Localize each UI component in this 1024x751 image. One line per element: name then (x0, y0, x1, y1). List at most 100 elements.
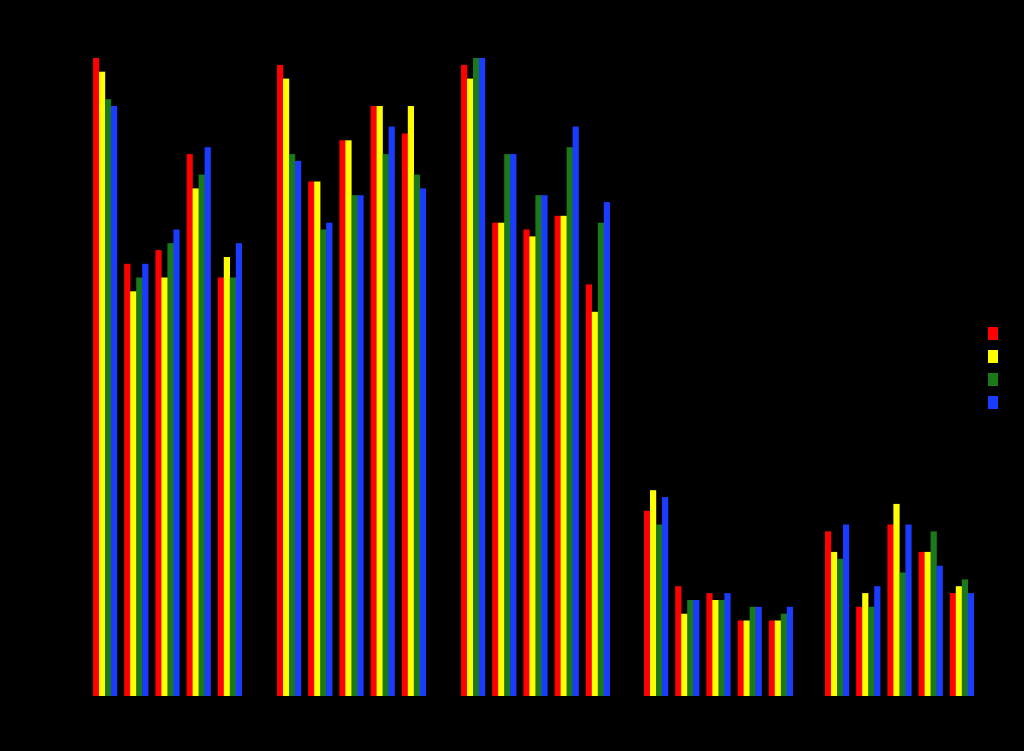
bar-streptococci-lactococci-0-t-f (461, 64, 468, 696)
y-axis-title: log cfu g-1 of cheese (4, 252, 23, 420)
bar-yeasts-moulds-1-t-f (856, 606, 863, 696)
x-tick-label: 90 (223, 709, 238, 723)
bar-yeasts-moulds-30-m-s (936, 565, 943, 696)
bar-enterococci-90-m-s (786, 606, 793, 696)
bar-mesophilic-aerobic-flora-1-m-s (142, 263, 149, 696)
bar-enterococci-90-m-f (780, 613, 787, 696)
x-tick-label: 90 (774, 709, 789, 723)
bar-streptococci-lactococci-90-m-f (597, 222, 604, 696)
bar-enterococci-15-m-s (724, 593, 731, 696)
y-tick-label: 9 (36, 72, 44, 86)
bar-mesophilic-aerobic-flora-90-t-s (223, 257, 230, 696)
bar-lactobacilli-30-t-f (370, 106, 377, 696)
legend-label: T/F (999, 328, 1020, 343)
legend-label: M/S (1000, 397, 1024, 412)
group-label: Mesophilic aerobic flora (144, 32, 232, 68)
bar-streptococci-lactococci-1-m-s (510, 154, 517, 697)
x-axis-title: Ripening time (d) (470, 729, 609, 748)
legend-label: T/S (999, 351, 1021, 366)
x-tick-label: 90 (407, 709, 422, 723)
bar-mesophilic-aerobic-flora-90-t-f (217, 277, 224, 696)
bar-mesophilic-aerobic-flora-15-t-s (161, 277, 168, 696)
bar-enterococci-90-t-f (768, 620, 775, 696)
bar-mesophilic-aerobic-flora-1-t-s (130, 291, 137, 696)
bar-lactobacilli-0-m-f (289, 154, 296, 697)
bar-yeasts-moulds-90-m-s (967, 593, 974, 696)
bar-streptococci-lactococci-30-t-f (554, 215, 561, 697)
bar-streptococci-lactococci-1-t-s (498, 222, 505, 696)
group-label: Enterococci (694, 32, 775, 48)
x-tick-label: 1 (317, 709, 325, 723)
bar-yeasts-moulds-90-t-f (949, 593, 956, 696)
bar-lactobacilli-0-m-s (295, 160, 302, 696)
bar-lactobacilli-0-t-s (283, 78, 290, 697)
x-tick-label: 30 (192, 709, 207, 723)
bar-lactobacilli-1-m-f (320, 229, 327, 696)
bar-enterococci-0-t-f (644, 510, 651, 696)
bar-mesophilic-aerobic-flora-90-m-f (229, 277, 236, 696)
bar-mesophilic-aerobic-flora-0-t-f (93, 58, 100, 696)
legend-swatch (988, 396, 998, 409)
bar-lactobacilli-1-t-f (308, 181, 315, 696)
x-tick-label: 1 (501, 709, 509, 723)
bar-streptococci-lactococci-30-m-f (566, 147, 573, 696)
bar-yeasts-moulds-1-t-s (862, 593, 869, 696)
x-tick-label: 1 (684, 709, 692, 723)
group-label: Streptococci-Lactococci (521, 32, 613, 68)
bar-yeasts-moulds-0-m-s (843, 524, 850, 696)
y-tick-label: 7 (36, 209, 44, 223)
bar-lactobacilli-90-t-s (407, 106, 414, 696)
bar-lactobacilli-30-t-s (376, 106, 383, 696)
bar-streptococci-lactococci-30-m-s (572, 126, 579, 697)
x-tick-label: 30 (560, 709, 575, 723)
bar-streptococci-lactococci-1-t-f (492, 222, 499, 696)
x-tick-label: 15 (712, 709, 727, 723)
bar-streptococci-lactococci-15-m-f (535, 195, 542, 696)
bar-yeasts-moulds-30-t-s (924, 551, 931, 696)
bar-yeasts-moulds-1-m-f (868, 606, 875, 696)
bar-enterococci-1-t-f (675, 586, 682, 696)
bar-streptococci-lactococci-1-m-f (504, 154, 511, 697)
bar-yeasts-moulds-0-t-s (831, 551, 838, 696)
y-tick-label: 8 (36, 140, 44, 154)
bar-mesophilic-aerobic-flora-15-t-f (155, 250, 162, 696)
bar-yeasts-moulds-15-m-f (899, 572, 906, 696)
bar-yeasts-moulds-30-m-f (930, 531, 937, 696)
bar-streptococci-lactococci-0-t-s (467, 78, 474, 697)
bar-enterococci-30-m-f (749, 606, 756, 696)
bar-enterococci-1-t-s (681, 613, 688, 696)
bar-yeasts-moulds-15-m-s (905, 524, 912, 696)
bar-streptococci-lactococci-0-m-s (479, 58, 486, 696)
legend-label: M/F (1000, 374, 1023, 389)
bar-enterococci-0-m-f (656, 524, 663, 696)
x-tick-label: 90 (955, 709, 970, 723)
bars (93, 58, 974, 697)
bar-mesophilic-aerobic-flora-1-t-f (124, 263, 131, 696)
bar-mesophilic-aerobic-flora-90-m-s (235, 243, 242, 696)
x-tick-label: 15 (161, 709, 176, 723)
x-tick-label: 15 (345, 709, 360, 723)
x-tick-label: 30 (924, 709, 939, 723)
bar-mesophilic-aerobic-flora-30-t-s (192, 188, 199, 696)
bar-streptococci-lactococci-15-t-s (529, 236, 536, 696)
bar-enterococci-30-t-s (743, 620, 750, 696)
bar-mesophilic-aerobic-flora-30-m-f (198, 174, 205, 697)
bar-yeasts-moulds-0-t-f (825, 531, 832, 696)
bar-mesophilic-aerobic-flora-15-m-s (173, 229, 180, 696)
bar-enterococci-30-t-f (737, 620, 744, 696)
bar-mesophilic-aerobic-flora-15-m-f (167, 243, 174, 696)
legend-swatch (988, 327, 998, 340)
bar-yeasts-moulds-1-m-s (874, 586, 881, 696)
y-tick-label: 5 (36, 346, 44, 360)
bar-enterococci-0-t-s (650, 490, 657, 696)
bar-enterococci-15-t-f (706, 593, 713, 696)
y-tick-label: 4 (36, 415, 44, 429)
bar-streptococci-lactococci-30-t-s (560, 215, 567, 697)
bar-mesophilic-aerobic-flora-30-t-f (186, 154, 193, 697)
bar-lactobacilli-1-m-s (326, 222, 333, 696)
bar-lactobacilli-15-t-s (345, 140, 352, 697)
bar-lactobacilli-30-m-f (382, 154, 389, 697)
y-tick-label: 3 (36, 483, 44, 497)
bar-enterococci-30-m-s (755, 606, 762, 696)
bar-lactobacilli-0-t-f (277, 64, 284, 696)
